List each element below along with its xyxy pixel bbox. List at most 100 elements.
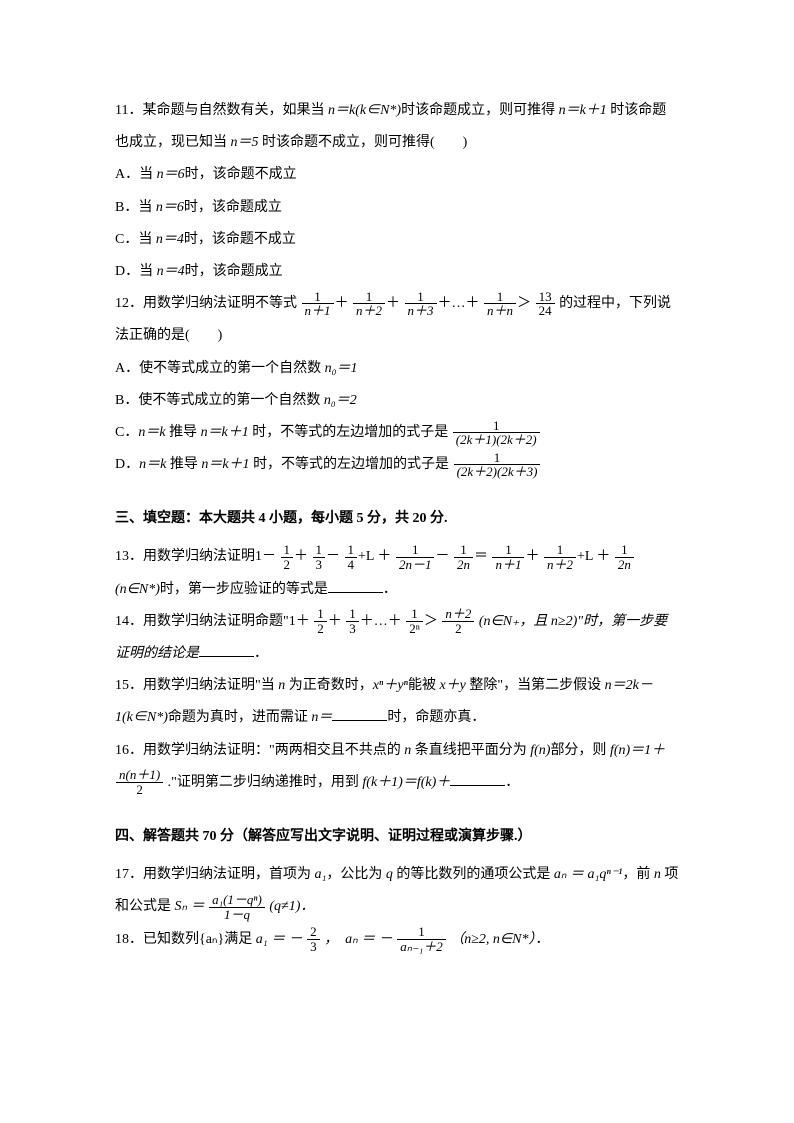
math: 2n [618, 557, 631, 572]
q11-optD: D．当 n＝4时，该命题成立 [115, 256, 679, 288]
fraction: 13 [313, 543, 326, 571]
text: 1－ [255, 549, 276, 564]
q13-stem: 13．用数学归纳法证明1－ 12＋ 13－ 14+L ＋ 12n－1－ 12n＝… [115, 541, 679, 605]
text: A．使不等式成立的第一个自然数 [115, 361, 325, 376]
math: (q≠1)． [269, 899, 314, 914]
math: Sₙ ＝ [175, 899, 205, 914]
fraction: 1n＋2 [544, 543, 576, 571]
num: 1 [484, 290, 516, 305]
text: ． [254, 646, 268, 661]
text: 时，该命题成立 [185, 264, 283, 279]
math: n＝k＋1 [201, 457, 249, 472]
math: n₀＝1 [325, 361, 358, 376]
num: 1 [345, 543, 358, 558]
fraction: 13 [346, 607, 359, 635]
math: n＝6 [156, 200, 184, 215]
math: n＝k＋1 [559, 103, 607, 118]
math: 1－q [224, 907, 250, 922]
math: a₁ ＝ － [256, 932, 303, 947]
text: 推导 [166, 457, 201, 472]
fraction: 1n＋3 [405, 290, 437, 318]
fraction: 23 [307, 925, 320, 953]
fraction: 1n＋n [484, 290, 516, 318]
math: f(n) [530, 743, 550, 758]
num: 1 [346, 607, 359, 622]
den: 2n－1 [396, 558, 435, 572]
q12-optB: B．使不等式成立的第一个自然数 n₀＝2 [115, 385, 679, 417]
num: 1 [492, 543, 524, 558]
fill-blank [332, 706, 387, 721]
den: 2 [281, 558, 294, 572]
q17-stem: 17．用数学归纳法证明，首项为 a₁，公比为 q 的等比数列的通项公式是 aₙ … [115, 859, 679, 923]
q11-stem: 11．某命题与自然数有关，如果当 n＝k(k∈N*)时该命题成立，则可推得 n＝… [115, 95, 679, 159]
text: D． [115, 457, 139, 472]
num: 1 [453, 419, 540, 434]
num: 1 [302, 290, 334, 305]
text: 12．用数学归纳法证明不等式 [115, 296, 297, 311]
text: 时，该命题不成立 [185, 167, 297, 182]
math: ， aₙ ＝ － [324, 932, 393, 947]
text: D．当 [115, 264, 157, 279]
math: n＋1 [495, 557, 521, 572]
num: 1 [313, 543, 326, 558]
text: ，公比为 [326, 867, 386, 882]
text: 条直线把平面分为 [411, 743, 530, 758]
q18-stem: 18．已知数列{aₙ}满足 a₁ ＝ － 23 ， aₙ ＝ － 1aₙ₋₁＋2… [115, 924, 679, 956]
text: 18．已知数列{aₙ}满足 [115, 932, 256, 947]
fraction: 1(2k＋2)(2k＋3) [454, 451, 541, 479]
num: 1 [454, 451, 541, 466]
den: (2k＋2)(2k＋3) [454, 465, 541, 479]
math: f(n)＝1＋ [610, 743, 665, 758]
math: aₙ ＝ a₁qⁿ⁻¹ [554, 867, 622, 882]
fraction: 1n＋2 [353, 290, 385, 318]
text: 的等比数列的通项公式是 [393, 867, 554, 882]
math: aₙ₋₁＋2 [400, 939, 443, 954]
num: 1 [454, 543, 473, 558]
den: n＋n [484, 304, 516, 318]
num: 1 [396, 543, 435, 558]
fraction: 1aₙ₋₁＋2 [397, 925, 446, 953]
num: 1 [406, 607, 423, 622]
q15-stem: 15．用数学归纳法证明"当 n 为正奇数时，xⁿ＋yⁿ能被 x＋y 整除"，当第… [115, 670, 679, 734]
section4-title: 四、解答题共 70 分（解答应写出文字说明、证明过程或演算步骤.） [115, 821, 679, 853]
math: 2n [457, 557, 470, 572]
math: (2k＋2)(2k＋3) [457, 464, 538, 479]
q11-optB: B．当 n＝6时，该命题成立 [115, 192, 679, 224]
text: 为正奇数时， [285, 678, 373, 693]
text: 13．用数学归纳法证明 [115, 549, 255, 564]
math: n(n＋1) [119, 767, 160, 782]
den: n＋1 [492, 558, 524, 572]
math: n＝6 [157, 167, 185, 182]
text: 时，不等式的左边增加的式子是 [250, 457, 450, 472]
text: 部分，则 [550, 743, 610, 758]
text: A．当 [115, 167, 157, 182]
den: 2 [442, 622, 474, 636]
q12-optC: C．n＝k 推导 n＝k＋1 时，不等式的左边增加的式子是 1(2k＋1)(2k… [115, 417, 679, 449]
text: C． [115, 425, 138, 440]
math: n＋3 [408, 303, 434, 318]
math: n＋2 [356, 303, 382, 318]
num: 1 [615, 543, 634, 558]
math: n＝k [138, 425, 165, 440]
text: ． [383, 582, 397, 597]
math: n＝k(k∈N*) [328, 103, 401, 118]
math: q [386, 867, 393, 882]
den: n＋2 [353, 304, 385, 318]
math: x＋y [439, 678, 465, 693]
text: 16．用数学归纳法证明："两两相交且不共点的 [115, 743, 404, 758]
fraction: 1n＋1 [492, 543, 524, 571]
q16-stem: 16．用数学归纳法证明："两两相交且不共点的 n 条直线把平面分为 f(n)部分… [115, 735, 679, 799]
fill-blank [328, 578, 383, 593]
den: 3 [346, 622, 359, 636]
q12-stem: 12．用数学归纳法证明不等式 1n＋1＋ 1n＋2＋ 1n＋3＋…＋ 1n＋n＞… [115, 288, 679, 352]
den: (2k＋1)(2k＋2) [453, 433, 540, 447]
text: 14．用数学归纳法证明命题"1＋ [115, 614, 310, 629]
math: n＝k [139, 457, 166, 472]
fill-blank [199, 642, 254, 657]
den: n＋1 [302, 304, 334, 318]
den: 3 [313, 558, 326, 572]
text: B．当 [115, 200, 156, 215]
math: a₁ [315, 867, 327, 882]
den: 2ⁿ [406, 622, 423, 636]
math: n＋2 [445, 606, 471, 621]
